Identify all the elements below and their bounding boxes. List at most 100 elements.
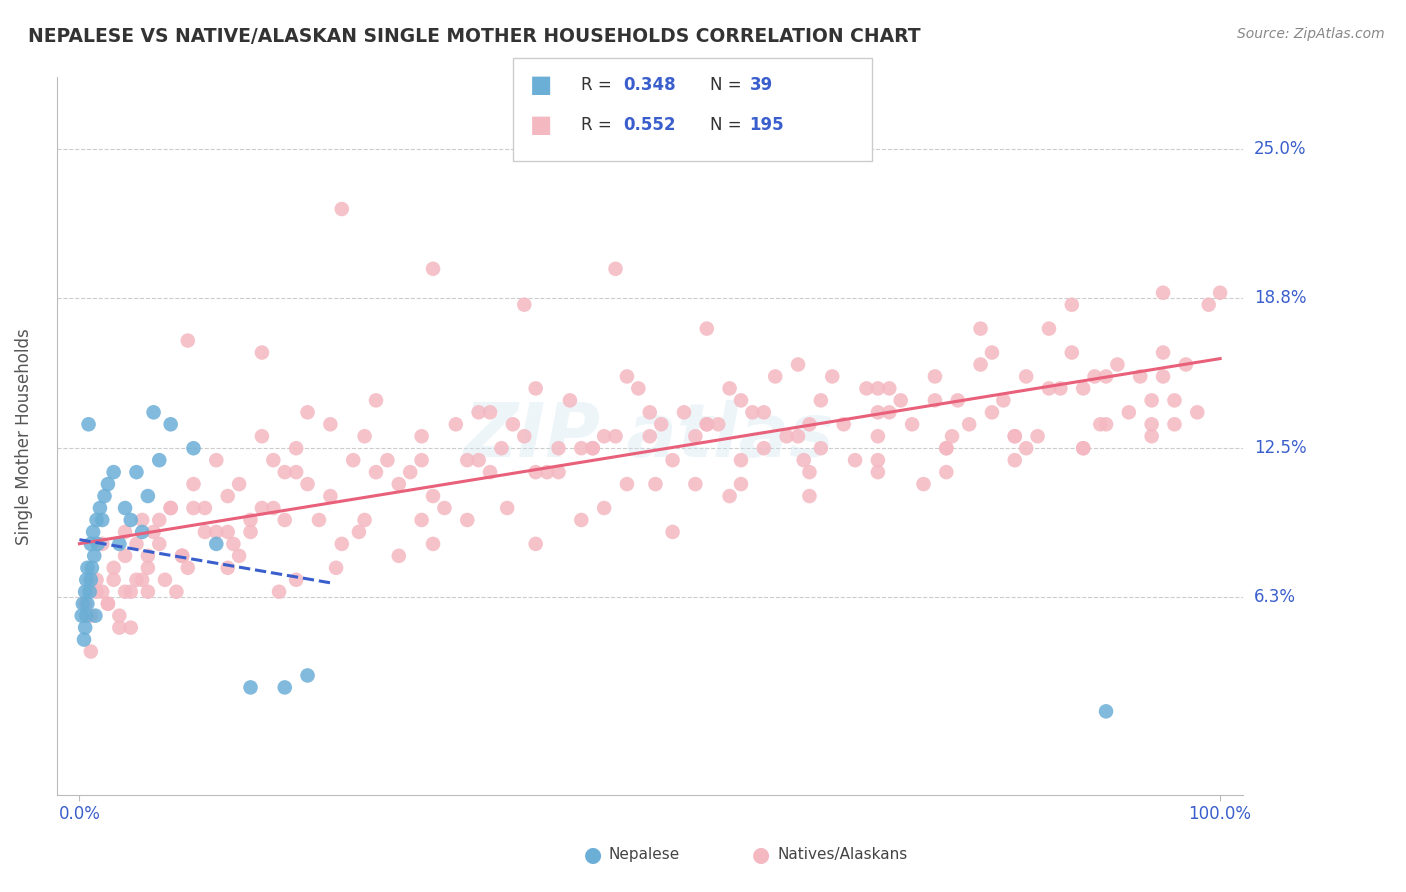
Point xyxy=(131,573,153,587)
Point xyxy=(75,573,97,587)
Point xyxy=(1038,321,1060,335)
Point xyxy=(866,429,889,443)
Point xyxy=(388,549,411,563)
Point xyxy=(172,549,194,563)
Point xyxy=(456,513,478,527)
Point xyxy=(422,537,444,551)
Point xyxy=(319,489,342,503)
Point xyxy=(1060,345,1083,359)
Point xyxy=(1015,441,1038,455)
Text: 195: 195 xyxy=(749,116,785,134)
Point xyxy=(86,513,108,527)
Point xyxy=(672,405,695,419)
Point xyxy=(866,381,889,395)
Point xyxy=(844,453,866,467)
Point xyxy=(558,393,581,408)
Point xyxy=(730,477,752,491)
Point xyxy=(810,441,832,455)
Point xyxy=(250,429,273,443)
Point xyxy=(114,524,136,539)
Point xyxy=(866,453,889,467)
Point xyxy=(77,417,100,432)
Point xyxy=(70,608,93,623)
Point xyxy=(262,453,284,467)
Point xyxy=(194,524,217,539)
Point xyxy=(80,644,103,658)
Point xyxy=(114,501,136,516)
Point xyxy=(399,465,422,479)
Point xyxy=(353,513,375,527)
Point xyxy=(718,381,741,395)
Point xyxy=(76,597,98,611)
Point xyxy=(80,537,103,551)
Point xyxy=(91,584,114,599)
Point xyxy=(605,429,627,443)
Point xyxy=(775,429,797,443)
Point xyxy=(957,417,980,432)
Point xyxy=(222,537,245,551)
Text: Nepalese: Nepalese xyxy=(609,847,681,862)
Point xyxy=(239,681,262,695)
Point xyxy=(86,573,108,587)
Point xyxy=(1198,298,1220,312)
Point xyxy=(718,489,741,503)
Point xyxy=(1015,369,1038,384)
Point xyxy=(205,537,228,551)
Point xyxy=(136,561,159,575)
Point xyxy=(547,465,569,479)
Point xyxy=(1174,358,1197,372)
Point xyxy=(148,453,170,467)
Point xyxy=(912,477,935,491)
Point xyxy=(1095,704,1118,718)
Point xyxy=(217,489,239,503)
Point xyxy=(89,501,111,516)
Point xyxy=(638,429,661,443)
Point xyxy=(274,513,297,527)
Point xyxy=(297,668,319,682)
Point xyxy=(108,608,131,623)
Point xyxy=(97,597,120,611)
Text: 39: 39 xyxy=(749,76,773,94)
Point xyxy=(76,561,98,575)
Text: 12.5%: 12.5% xyxy=(1254,439,1306,458)
Point xyxy=(685,477,707,491)
Point xyxy=(86,584,108,599)
Point xyxy=(347,524,370,539)
Point xyxy=(502,417,524,432)
Point xyxy=(411,429,433,443)
Point xyxy=(969,358,991,372)
Text: ●: ● xyxy=(752,845,770,864)
Point xyxy=(593,501,616,516)
Point xyxy=(1163,393,1185,408)
Point xyxy=(103,465,125,479)
Point xyxy=(267,584,290,599)
Point xyxy=(297,477,319,491)
Point xyxy=(136,549,159,563)
Point xyxy=(325,561,347,575)
Point xyxy=(1209,285,1232,300)
Point xyxy=(239,524,262,539)
Point xyxy=(605,261,627,276)
Point xyxy=(444,417,467,432)
Point xyxy=(1163,417,1185,432)
Point xyxy=(935,465,957,479)
Point xyxy=(239,513,262,527)
Point xyxy=(787,429,810,443)
Point xyxy=(183,441,205,455)
Point xyxy=(108,537,131,551)
Point xyxy=(250,501,273,516)
Point xyxy=(866,465,889,479)
Point xyxy=(177,561,200,575)
Point xyxy=(422,261,444,276)
Point xyxy=(165,584,187,599)
Point xyxy=(1071,441,1094,455)
Point xyxy=(159,501,181,516)
Point xyxy=(752,405,775,419)
Point xyxy=(638,405,661,419)
Point xyxy=(228,477,250,491)
Point xyxy=(172,549,194,563)
Point xyxy=(524,537,547,551)
Point xyxy=(114,549,136,563)
Point xyxy=(86,537,108,551)
Text: Source: ZipAtlas.com: Source: ZipAtlas.com xyxy=(1237,27,1385,41)
